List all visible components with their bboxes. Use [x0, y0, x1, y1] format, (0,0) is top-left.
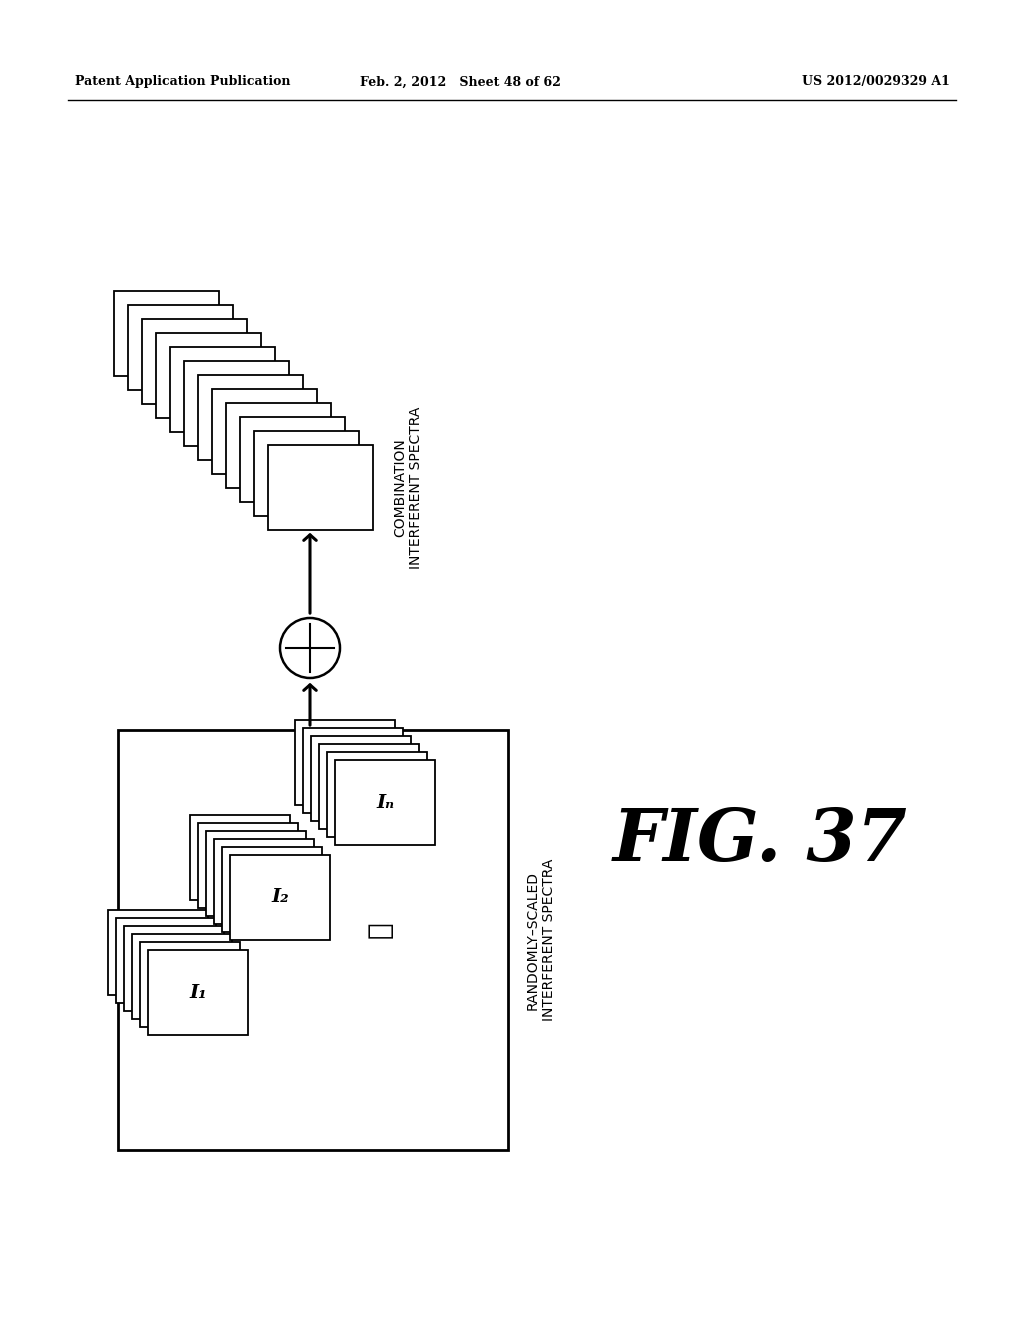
Bar: [140, 942, 240, 1027]
Bar: [108, 909, 208, 995]
Bar: [128, 305, 233, 389]
Bar: [335, 760, 435, 845]
Text: Iₙ: Iₙ: [376, 793, 394, 812]
Circle shape: [280, 618, 340, 678]
Bar: [198, 822, 298, 908]
Text: US 2012/0029329 A1: US 2012/0029329 A1: [802, 75, 950, 88]
Text: I₂: I₂: [271, 888, 289, 907]
Bar: [156, 333, 261, 418]
Bar: [311, 737, 411, 821]
Bar: [184, 360, 289, 446]
Bar: [268, 445, 373, 531]
Bar: [206, 832, 306, 916]
Text: Patent Application Publication: Patent Application Publication: [75, 75, 291, 88]
Bar: [214, 840, 314, 924]
Bar: [124, 927, 224, 1011]
Bar: [230, 855, 330, 940]
Bar: [327, 752, 427, 837]
Bar: [295, 719, 395, 805]
Bar: [254, 432, 359, 516]
Bar: [319, 744, 419, 829]
Bar: [118, 730, 508, 1150]
Bar: [114, 290, 219, 376]
Bar: [132, 935, 232, 1019]
Text: COMBINATION
INTERFERENT SPECTRA: COMBINATION INTERFERENT SPECTRA: [393, 407, 423, 569]
Bar: [142, 319, 247, 404]
Bar: [116, 917, 216, 1003]
Text: ⋯: ⋯: [367, 921, 393, 939]
Bar: [148, 950, 248, 1035]
Bar: [303, 729, 403, 813]
Bar: [240, 417, 345, 502]
Text: Feb. 2, 2012   Sheet 48 of 62: Feb. 2, 2012 Sheet 48 of 62: [359, 75, 560, 88]
Text: I₁: I₁: [189, 983, 207, 1002]
Text: FIG. 37: FIG. 37: [612, 804, 907, 875]
Bar: [198, 375, 303, 459]
Bar: [222, 847, 322, 932]
Bar: [212, 389, 317, 474]
Bar: [170, 347, 275, 432]
Bar: [190, 814, 290, 900]
Bar: [226, 403, 331, 488]
Text: RANDOMLY–SCALED
INTERFERENT SPECTRA: RANDOMLY–SCALED INTERFERENT SPECTRA: [526, 859, 556, 1022]
